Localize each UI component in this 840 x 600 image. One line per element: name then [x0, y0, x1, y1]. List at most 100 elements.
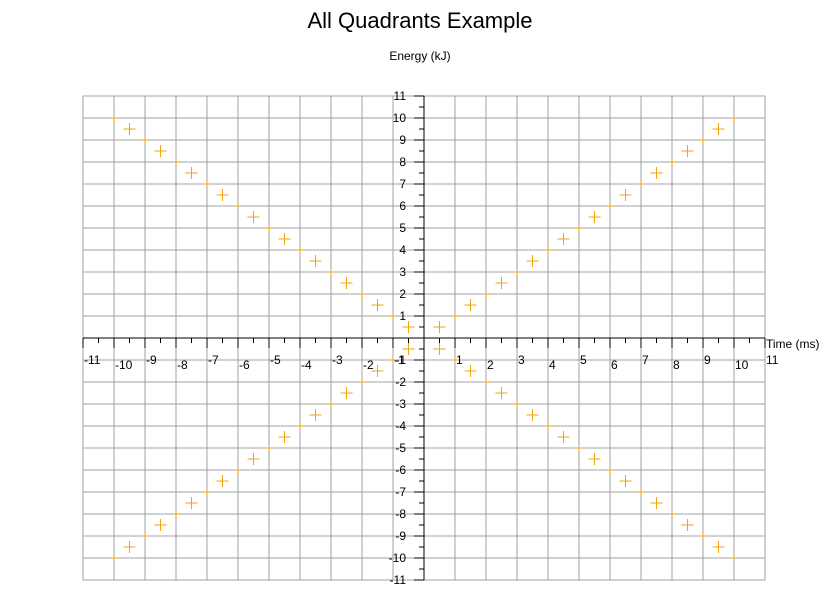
plus-marker-small — [700, 137, 706, 143]
plus-marker-large — [309, 255, 322, 267]
plus-marker-small — [638, 181, 644, 187]
plus-marker-small — [142, 533, 148, 539]
y-tick-label: 11 — [394, 89, 407, 103]
plus-marker-large — [650, 167, 663, 179]
plus-marker-small — [235, 203, 241, 209]
plus-marker-large — [154, 519, 167, 531]
y-tick-label: -7 — [395, 485, 406, 499]
plus-marker-large — [123, 123, 136, 135]
plus-marker-large — [402, 321, 415, 333]
plus-marker-small — [669, 159, 675, 165]
plus-marker-small — [235, 467, 241, 473]
plus-marker-small — [266, 445, 272, 451]
plus-marker-small — [142, 137, 148, 143]
plus-marker-large — [526, 255, 539, 267]
plus-marker-small — [328, 269, 334, 275]
plus-marker-small — [297, 423, 303, 429]
plus-marker-large — [526, 409, 539, 421]
chart-title: All Quadrants Example — [307, 8, 533, 33]
plus-marker-large — [588, 453, 601, 465]
y-tick-label: 3 — [399, 265, 406, 279]
y-tick-label: 4 — [399, 243, 406, 257]
plus-marker-small — [514, 269, 520, 275]
plus-marker-large — [247, 211, 260, 223]
plus-marker-large — [216, 475, 229, 487]
plus-marker-small — [731, 555, 737, 561]
y-tick-label: 7 — [399, 177, 406, 191]
tick-labels: -11 -10 -9 -8 -7 -6 -5 -4 -3 -2 -1 1 2 3 4 5 6 7 8 9 10 11-11… — [84, 89, 779, 587]
plus-marker-large — [402, 343, 415, 355]
plus-marker-small — [111, 555, 117, 561]
plus-marker-small — [607, 203, 613, 209]
plus-marker-small — [638, 489, 644, 495]
x-tick-label: -3 — [332, 353, 343, 367]
plus-marker-small — [359, 379, 365, 385]
y-tick-label: -3 — [395, 397, 406, 411]
data-points — [111, 115, 737, 561]
plus-marker-small — [266, 225, 272, 231]
plus-marker-large — [185, 167, 198, 179]
plus-marker-large — [340, 387, 353, 399]
plus-marker-small — [111, 115, 117, 121]
plus-marker-small — [173, 511, 179, 517]
plus-marker-small — [173, 159, 179, 165]
x-tick-label: 2 — [487, 358, 494, 372]
x-tick-label: -8 — [177, 358, 188, 372]
plus-marker-small — [452, 357, 458, 363]
x-tick-label: -9 — [146, 353, 157, 367]
x-tick-label: 10 — [735, 358, 749, 372]
x-tick-label: 8 — [673, 358, 680, 372]
x-tick-label: 3 — [518, 353, 525, 367]
plus-marker-small — [576, 225, 582, 231]
plus-marker-small — [204, 181, 210, 187]
plus-marker-large — [185, 497, 198, 509]
y-tick-label: 9 — [399, 133, 406, 147]
x-tick-label: -10 — [115, 358, 133, 372]
y-tick-label: -2 — [395, 375, 406, 389]
plus-marker-large — [495, 277, 508, 289]
x-tick-label: -6 — [239, 358, 250, 372]
y-tick-label: -1 — [395, 353, 406, 367]
plus-marker-large — [371, 365, 384, 377]
axes — [83, 96, 765, 580]
plus-marker-small — [731, 115, 737, 121]
plus-marker-small — [607, 467, 613, 473]
x-tick-label: 5 — [580, 353, 587, 367]
plus-marker-large — [712, 541, 725, 553]
plus-marker-large — [278, 233, 291, 245]
x-tick-label: 1 — [456, 353, 463, 367]
plus-marker-large — [681, 145, 694, 157]
x-tick-label: -4 — [301, 358, 312, 372]
plus-marker-large — [340, 277, 353, 289]
plus-marker-small — [669, 511, 675, 517]
plus-marker-small — [328, 401, 334, 407]
plus-marker-large — [278, 431, 291, 443]
plus-marker-large — [433, 321, 446, 333]
plus-marker-small — [297, 247, 303, 253]
plus-marker-small — [483, 291, 489, 297]
plus-marker-large — [154, 145, 167, 157]
y-axis-label: Energy (kJ) — [389, 49, 450, 63]
y-tick-label: -8 — [395, 507, 406, 521]
y-tick-label: 10 — [393, 111, 407, 125]
plus-marker-large — [557, 233, 570, 245]
y-tick-label: -9 — [395, 529, 406, 543]
plus-marker-small — [390, 313, 396, 319]
plus-marker-large — [712, 123, 725, 135]
y-tick-label: -11 — [390, 573, 407, 587]
plus-marker-large — [433, 343, 446, 355]
plus-marker-small — [204, 489, 210, 495]
plus-marker-small — [359, 291, 365, 297]
x-tick-label: -5 — [270, 353, 281, 367]
x-tick-label: 6 — [611, 358, 618, 372]
plus-marker-small — [390, 357, 396, 363]
x-tick-label: 4 — [549, 358, 556, 372]
x-tick-label: -1 — [394, 353, 405, 367]
plus-marker-small — [576, 445, 582, 451]
plus-marker-large — [123, 541, 136, 553]
plus-marker-small — [545, 423, 551, 429]
plus-marker-large — [650, 497, 663, 509]
y-tick-label: 6 — [399, 199, 406, 213]
plus-marker-large — [588, 211, 601, 223]
